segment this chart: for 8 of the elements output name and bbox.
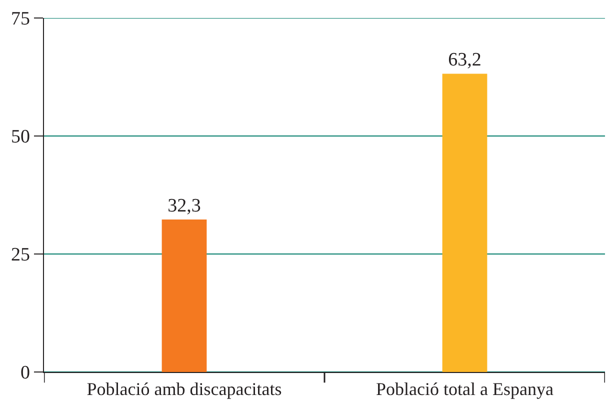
y-tick-label: 50 (11, 126, 30, 148)
x-tick-label: Població amb discapacitats (86, 378, 282, 399)
y-tick-label: 0 (20, 362, 30, 384)
data-label: 63,2 (448, 50, 482, 71)
y-tick-label: 75 (11, 8, 30, 30)
x-tick-label: Població total a Espanya (376, 378, 554, 399)
data-label: 32,3 (168, 196, 201, 217)
y-tick-label: 25 (11, 244, 30, 266)
